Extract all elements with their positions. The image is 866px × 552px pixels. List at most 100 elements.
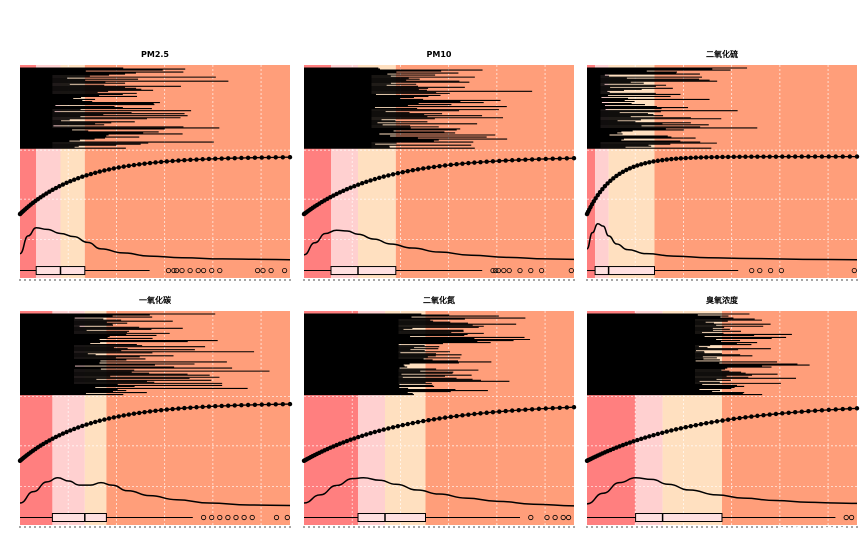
density-curve	[586, 222, 858, 261]
panel-4: 一氧化碳	[17, 295, 293, 528]
boxplot-box	[594, 266, 655, 276]
ecdf-point	[826, 407, 831, 413]
ecdf-point	[72, 177, 77, 182]
ecdf-point	[219, 156, 224, 161]
boxplot-outlier	[217, 514, 223, 521]
boxplot-outlier	[268, 267, 274, 274]
ecdf-point	[280, 155, 286, 160]
ecdf-point	[755, 154, 760, 159]
bg-zone	[84, 65, 290, 278]
ecdf-point	[348, 185, 353, 190]
ecdf-point	[664, 429, 669, 434]
ecdf-point	[683, 155, 688, 161]
ecdf-point	[854, 406, 860, 411]
ecdf-point	[84, 173, 89, 178]
ecdf-point	[600, 186, 605, 192]
ecdf-point	[693, 155, 699, 160]
ecdf-point	[360, 433, 365, 438]
boxplot-outlier	[506, 267, 512, 274]
ecdf-point	[819, 408, 825, 413]
ecdf-point	[767, 412, 772, 417]
ecdf-point	[564, 156, 570, 161]
ecdf-point	[368, 431, 373, 436]
ecdf-point	[287, 401, 293, 407]
ecdf-point	[647, 434, 652, 439]
ecdf-point	[364, 179, 369, 185]
ecdf-point	[571, 404, 577, 410]
ecdf-point	[84, 422, 89, 427]
ecdf-point	[664, 157, 669, 162]
ecdf-point	[698, 421, 704, 427]
ecdf-point	[68, 179, 73, 184]
ecdf-point	[704, 421, 709, 426]
panel-5: 二氧化氮	[301, 295, 577, 528]
ecdf-point	[472, 160, 477, 165]
boxplot-outlier	[757, 267, 763, 274]
ecdf-point	[847, 406, 853, 411]
ecdf-point	[812, 408, 818, 413]
panel-2: PM10	[301, 50, 577, 281]
ecdf-point	[126, 412, 132, 417]
ecdf-point	[688, 423, 693, 429]
ecdf-point	[225, 403, 231, 408]
histogram-mass	[587, 314, 695, 395]
ecdf-point	[368, 178, 373, 183]
ecdf-point	[673, 427, 679, 432]
ecdf-point	[337, 441, 343, 446]
ecdf-point	[76, 175, 81, 181]
ecdf-point	[50, 187, 55, 193]
ecdf-point	[372, 429, 378, 435]
panel-title: PM10	[427, 50, 452, 59]
ecdf-point	[749, 154, 754, 159]
boxplot-outlier	[495, 267, 501, 274]
ecdf-point	[344, 187, 350, 192]
boxplot-outlier	[552, 514, 558, 521]
ecdf-point	[743, 415, 748, 420]
ecdf-point	[137, 410, 142, 416]
ecdf-point	[639, 162, 644, 167]
ecdf-point	[833, 407, 838, 412]
ecdf-point	[854, 154, 860, 159]
boxplot-outlier	[544, 514, 550, 521]
ecdf-point	[53, 185, 59, 191]
ecdf-point	[840, 406, 845, 412]
ecdf-point	[147, 160, 153, 166]
ecdf-point	[448, 162, 454, 168]
ecdf-point	[799, 409, 804, 414]
ecdf-point	[111, 166, 117, 171]
ecdf-point	[219, 403, 224, 409]
ecdf-point	[421, 418, 426, 424]
ecdf-point	[400, 169, 405, 175]
ecdf-point	[245, 402, 251, 408]
ecdf-point	[334, 191, 339, 197]
ecdf-point	[550, 156, 555, 161]
ecdf-point	[97, 169, 102, 174]
ecdf-point	[509, 158, 515, 163]
ecdf-point	[142, 409, 147, 415]
bg-zone	[106, 311, 291, 525]
ecdf-point	[390, 172, 396, 177]
ecdf-point	[737, 415, 742, 421]
ecdf-point	[627, 440, 633, 445]
boxplot-outlier	[217, 267, 223, 274]
ecdf-point	[571, 156, 577, 161]
boxplot-outlier	[174, 267, 180, 274]
ecdf-point	[460, 161, 465, 166]
boxplot-outlier	[778, 267, 785, 274]
ecdf-point	[121, 164, 126, 169]
boxplot-outlier	[565, 514, 572, 521]
ecdf-point	[415, 167, 421, 172]
histogram-mass	[304, 314, 399, 395]
ecdf-point	[806, 409, 811, 414]
ecdf-point	[57, 184, 62, 189]
boxplot-outlier	[233, 514, 239, 521]
ecdf-point	[755, 413, 760, 419]
ecdf-point	[454, 162, 459, 167]
ecdf-point	[709, 154, 714, 160]
ecdf-point	[431, 417, 437, 422]
boxplot-outlier	[187, 267, 193, 274]
ecdf-point	[72, 426, 77, 432]
ecdf-point	[182, 405, 187, 411]
boxplot-box	[635, 513, 723, 523]
